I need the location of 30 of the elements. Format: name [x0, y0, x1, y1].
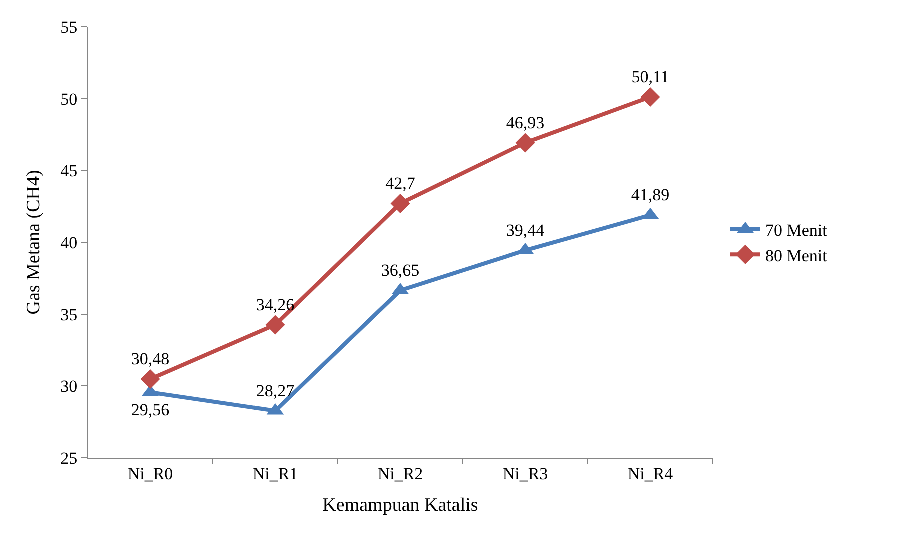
data-label: 34,26 — [256, 295, 295, 314]
x-tick-label: Ni_R4 — [628, 464, 674, 484]
legend-label: 70 Menit — [766, 221, 828, 240]
x-tick-label: Ni_R0 — [128, 464, 174, 484]
data-label: 36,65 — [381, 261, 420, 280]
y-axis-title: Gas Metana (CH4) — [23, 170, 44, 315]
data-label: 39,44 — [506, 220, 546, 240]
data-label: 50,11 — [632, 68, 670, 87]
data-label: 30,48 — [131, 350, 170, 369]
data-label: 46,93 — [506, 113, 545, 132]
y-tick-label: 45 — [60, 162, 78, 181]
point — [640, 88, 660, 107]
y-tick-label: 50 — [60, 90, 78, 109]
data-label: 41,89 — [631, 186, 670, 205]
x-axis-title: Kemampuan Katalis — [322, 495, 478, 516]
point — [266, 315, 286, 335]
x-tick-label: Ni_R1 — [252, 464, 298, 484]
point — [516, 133, 536, 153]
legend-label: 80 Menit — [766, 246, 828, 266]
data-label: 28,27 — [256, 381, 296, 400]
x-tick-label: Ni_R3 — [502, 464, 548, 484]
y-tick-label: 30 — [60, 377, 78, 396]
y-tick-label: 25 — [60, 448, 78, 468]
y-tick-label: 55 — [60, 18, 78, 37]
y-tick-label: 35 — [60, 305, 78, 324]
x-tick-label: Ni_R2 — [378, 464, 424, 484]
point — [390, 194, 410, 214]
data-label: 29,56 — [131, 400, 170, 420]
data-label: 42,7 — [386, 174, 416, 194]
y-tick-label: 40 — [60, 233, 78, 252]
